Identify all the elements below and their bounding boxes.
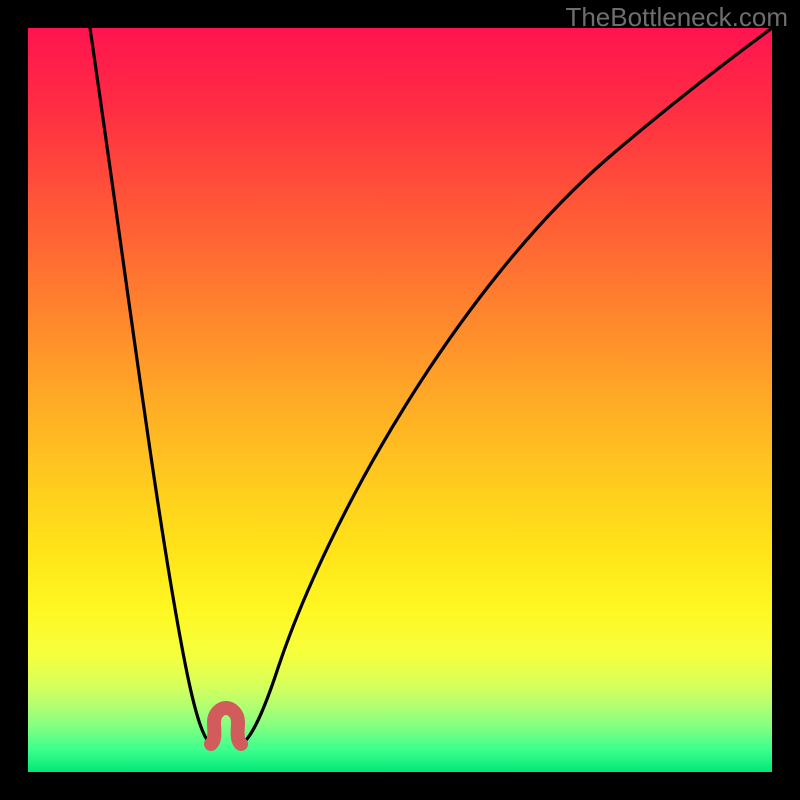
optimum-marker	[211, 708, 241, 744]
watermark-text: TheBottleneck.com	[565, 2, 788, 33]
bottleneck-curve	[90, 28, 772, 744]
curve-layer	[28, 28, 772, 772]
plot-area	[28, 28, 772, 772]
chart-container: TheBottleneck.com	[0, 0, 800, 800]
